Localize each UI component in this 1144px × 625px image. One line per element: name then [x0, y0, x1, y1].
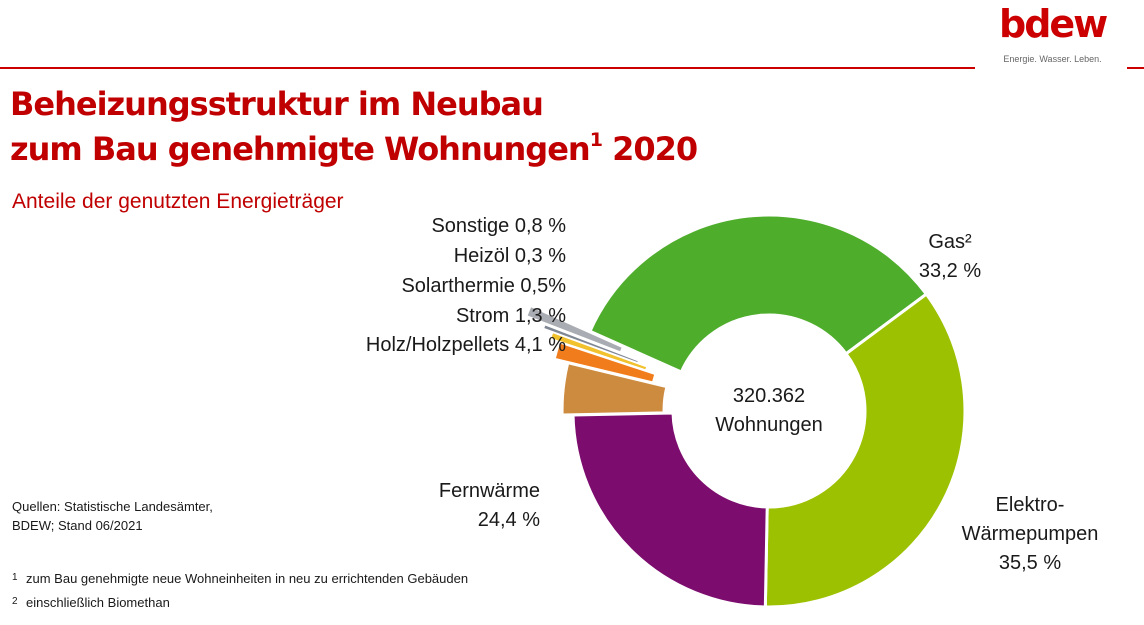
slice-gas: [587, 213, 929, 374]
logo-tagline: Energie. Wasser. Leben.: [1003, 54, 1102, 64]
source-note: Quellen: Statistische Landesämter, BDEW;…: [12, 497, 213, 535]
label-solarthermie: Solarthermie 0,5%: [401, 275, 566, 297]
slice-fernwaerme: [571, 411, 769, 609]
title-line-2: zum Bau genehmigte Wohnungen: [10, 130, 591, 168]
label-elektro-waermepumpen: Elektro-Wärmepumpen 35,5 %: [962, 494, 1099, 574]
footnote-1-text: zum Bau genehmigte neue Wohneinheiten in…: [26, 571, 469, 586]
slice-strom: [554, 342, 656, 383]
label-strom: Strom 1,3 %: [456, 305, 566, 327]
center-unit: Wohnungen: [715, 414, 823, 436]
footnote-2-marker: 2: [12, 596, 18, 607]
page-title: Beheizungsstruktur im Neubau zum Bau gen…: [10, 82, 698, 172]
slice-elektro-waermepumpen: [763, 292, 967, 609]
header-rule-right: [1127, 67, 1144, 69]
bdew-logo: bdew: [999, 2, 1108, 46]
chart-subtitle: Anteile der genutzten Energieträger: [12, 190, 344, 213]
slice-sonstige: [526, 306, 623, 353]
label-heizoel: Heizöl 0,3 %: [454, 245, 566, 267]
slice-solarthermie: [550, 332, 648, 371]
title-footnote-marker: 1: [589, 129, 603, 151]
header-rule: [0, 67, 975, 69]
label-gas: Gas² 33,2 %: [919, 231, 981, 282]
label-fernwaerme: Fernwärme 24,4 %: [439, 480, 540, 531]
source-line-2: BDEW; Stand 06/2021: [12, 518, 143, 533]
footnote-2-text: einschließlich Biomethan: [26, 595, 170, 610]
footnote-1-marker: 1: [12, 572, 18, 583]
footnote-1: 1 zum Bau genehmigte neue Wohneinheiten i…: [12, 569, 468, 588]
source-line-1: Quellen: Statistische Landesämter,: [12, 499, 213, 514]
label-holz-holzpellets: Holz/Holzpellets 4,1 %: [366, 334, 566, 356]
label-sonstige: Sonstige 0,8 %: [431, 215, 566, 237]
slice-holz-holzpellets: [562, 363, 667, 415]
center-count: 320.362: [733, 385, 805, 407]
slice-heizoel: [543, 324, 639, 364]
title-year: 2020: [601, 130, 698, 168]
footnote-2: 2 einschließlich Biomethan: [12, 593, 170, 612]
title-line-1: Beheizungsstruktur im Neubau: [10, 85, 544, 123]
